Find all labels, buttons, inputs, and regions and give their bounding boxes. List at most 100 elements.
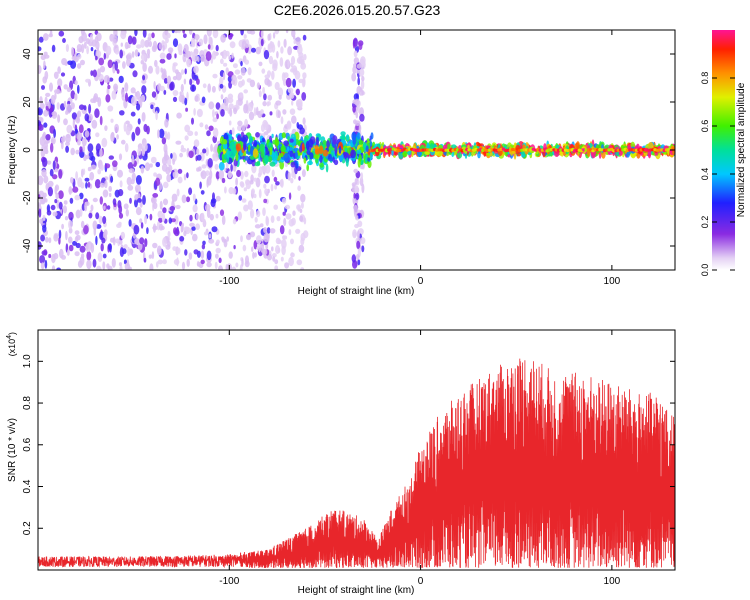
heatmap-cell	[94, 179, 101, 189]
heatmap-cell	[116, 134, 119, 140]
heatmap-cell	[50, 142, 54, 153]
heatmap-cell	[112, 198, 117, 206]
heatmap-cell	[255, 177, 261, 188]
heatmap-cell	[274, 138, 280, 147]
heatmap-cell	[258, 166, 263, 176]
heatmap-cell	[61, 223, 64, 230]
heatmap-cell	[163, 89, 167, 95]
heatmap-cell	[87, 181, 91, 188]
heatmap-cell	[118, 262, 123, 267]
heatmap-cell	[133, 224, 140, 235]
heatmap-cell	[193, 249, 199, 255]
heatmap-cell	[159, 223, 163, 231]
heatmap-plot: -100 0 100 -40 -20 0 20 40 Height of straight l…	[7, 29, 676, 297]
heatmap-cell	[132, 70, 138, 78]
heatmap-cell	[52, 211, 58, 217]
heatmap-cell	[274, 81, 280, 91]
heatmap-cell	[201, 164, 207, 169]
heatmap-cell	[212, 117, 218, 123]
heatmap-cell	[281, 197, 287, 204]
y-tick-label: 0	[22, 147, 33, 153]
y-tick-label: 0.2	[22, 521, 33, 535]
heatmap-cell	[54, 89, 60, 94]
heatmap-cell	[113, 30, 118, 38]
heatmap-cell	[241, 40, 247, 50]
heatmap-cell	[123, 203, 129, 210]
heatmap-cell	[105, 45, 112, 56]
heatmap-cell	[68, 244, 74, 252]
heatmap-cell	[47, 186, 54, 197]
heatmap-cell	[283, 217, 287, 227]
heatmap-cell	[83, 41, 87, 49]
heatmap-cell	[49, 82, 53, 92]
heatmap-cell	[77, 110, 82, 118]
heatmap-cell	[202, 148, 207, 154]
heatmap-cell	[215, 213, 219, 219]
heatmap-cell	[125, 54, 132, 60]
heatmap-cell	[166, 32, 171, 39]
snr-unit-label: (x104)	[6, 332, 17, 356]
heatmap-cell	[226, 236, 229, 242]
heatmap-cell	[269, 161, 276, 167]
heatmap-cell	[185, 107, 189, 112]
heatmap-cell	[186, 172, 189, 179]
heatmap-cell	[353, 50, 358, 58]
heatmap-cell	[350, 149, 356, 159]
heatmap-cell	[240, 60, 243, 67]
heatmap-cell	[302, 72, 307, 79]
heatmap-cell	[220, 94, 224, 100]
heatmap-cell	[365, 145, 369, 153]
heatmap-cell	[176, 112, 182, 119]
heatmap-cell	[183, 173, 187, 181]
heatmap-cell	[174, 229, 180, 237]
heatmap-cell	[288, 219, 295, 227]
heatmap-cell	[246, 234, 252, 241]
heatmap-cell	[276, 51, 279, 59]
heatmap-cell	[137, 118, 141, 125]
heatmap-cell	[325, 163, 329, 173]
heatmap-cell	[235, 152, 239, 162]
heatmap-cell	[42, 192, 47, 198]
heatmap-cell	[223, 62, 228, 67]
heatmap-cell	[209, 213, 214, 221]
heatmap-cell	[357, 104, 360, 114]
heatmap-cell	[127, 266, 132, 270]
heatmap-cell	[200, 170, 207, 180]
heatmap-cell	[353, 231, 357, 238]
heatmap-cell	[259, 223, 264, 228]
heatmap-cell	[135, 175, 142, 185]
heatmap-cell	[63, 118, 68, 126]
heatmap-cell	[103, 229, 108, 237]
heatmap-cell	[221, 238, 227, 243]
heatmap-cell	[207, 83, 211, 93]
heatmap-cell	[292, 78, 296, 88]
snr-unit-exponent: 4	[6, 335, 13, 339]
heatmap-cell	[168, 164, 173, 173]
heatmap-cell	[60, 72, 66, 77]
heatmap-cell	[225, 67, 229, 74]
heatmap-cell	[212, 50, 217, 60]
heatmap-marks	[38, 30, 675, 270]
heatmap-cell	[123, 122, 127, 132]
heatmap-cell	[68, 211, 74, 221]
heatmap-cell	[206, 178, 209, 188]
heatmap-cell	[229, 108, 233, 117]
heatmap-cell	[154, 59, 158, 68]
heatmap-cell	[39, 218, 44, 224]
heatmap-cell	[141, 112, 146, 122]
heatmap-cell	[222, 72, 226, 81]
heatmap-cell	[283, 235, 288, 240]
heatmap-cell	[182, 30, 186, 34]
x-tick-label: 100	[604, 576, 621, 587]
heatmap-cell	[85, 201, 90, 207]
heatmap-cell	[166, 53, 172, 60]
heatmap-cell	[228, 187, 234, 195]
heatmap-cell	[307, 160, 313, 166]
heatmap-cell	[65, 145, 69, 153]
y-tick-label: 0.4	[22, 479, 33, 493]
heatmap-cell	[100, 164, 104, 171]
heatmap-cell	[50, 204, 56, 211]
heatmap-cell	[142, 30, 147, 38]
heatmap-cell	[290, 177, 294, 184]
heatmap-cell	[151, 91, 157, 98]
